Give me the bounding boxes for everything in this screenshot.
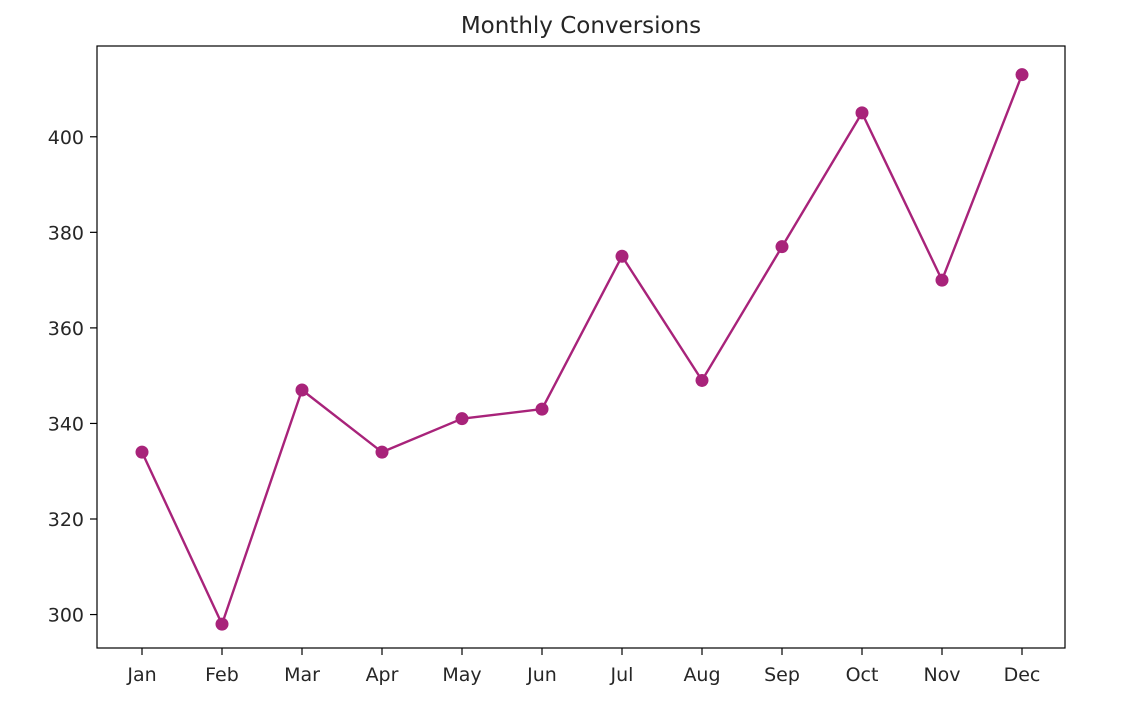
y-tick-label: 380 bbox=[48, 222, 84, 244]
x-tick-label: Apr bbox=[366, 664, 399, 686]
x-tick-label: Mar bbox=[284, 664, 320, 686]
data-point bbox=[615, 249, 629, 263]
x-tick-label: Dec bbox=[1004, 664, 1041, 686]
y-axis: 300 320 340 360 380 400 bbox=[48, 127, 97, 627]
data-point bbox=[855, 106, 869, 120]
x-tick-label: Feb bbox=[205, 664, 239, 686]
y-tick-label: 300 bbox=[48, 605, 84, 627]
data-point bbox=[375, 445, 389, 459]
data-point bbox=[455, 412, 469, 426]
y-tick-label: 400 bbox=[48, 127, 84, 149]
y-tick-label: 320 bbox=[48, 509, 84, 531]
x-tick-label: Nov bbox=[923, 664, 960, 686]
data-point bbox=[535, 402, 549, 416]
y-tick-label: 360 bbox=[48, 318, 84, 340]
plot-frame bbox=[96, 45, 1066, 649]
series-line bbox=[140, 74, 1024, 626]
x-axis: Jan Feb Mar Apr May Jun Jul Aug Sep Oct Nov Dec bbox=[126, 648, 1040, 686]
x-tick-label: Jan bbox=[126, 664, 156, 686]
series-layer bbox=[135, 68, 1029, 631]
chart-title: Monthly Conversions bbox=[461, 13, 701, 39]
x-tick-label: Sep bbox=[764, 664, 800, 686]
x-tick-label: Oct bbox=[846, 664, 879, 686]
data-point bbox=[695, 373, 709, 387]
data-point bbox=[775, 240, 789, 254]
x-tick-label: Aug bbox=[683, 664, 720, 686]
data-point bbox=[935, 273, 949, 287]
x-tick-label: May bbox=[442, 664, 481, 686]
x-tick-label: Jun bbox=[526, 664, 557, 686]
data-point bbox=[135, 445, 149, 459]
data-point bbox=[1015, 68, 1029, 82]
data-point bbox=[215, 617, 229, 631]
y-tick-label: 340 bbox=[48, 413, 84, 435]
x-tick-label: Jul bbox=[610, 664, 634, 686]
data-point bbox=[295, 383, 309, 397]
